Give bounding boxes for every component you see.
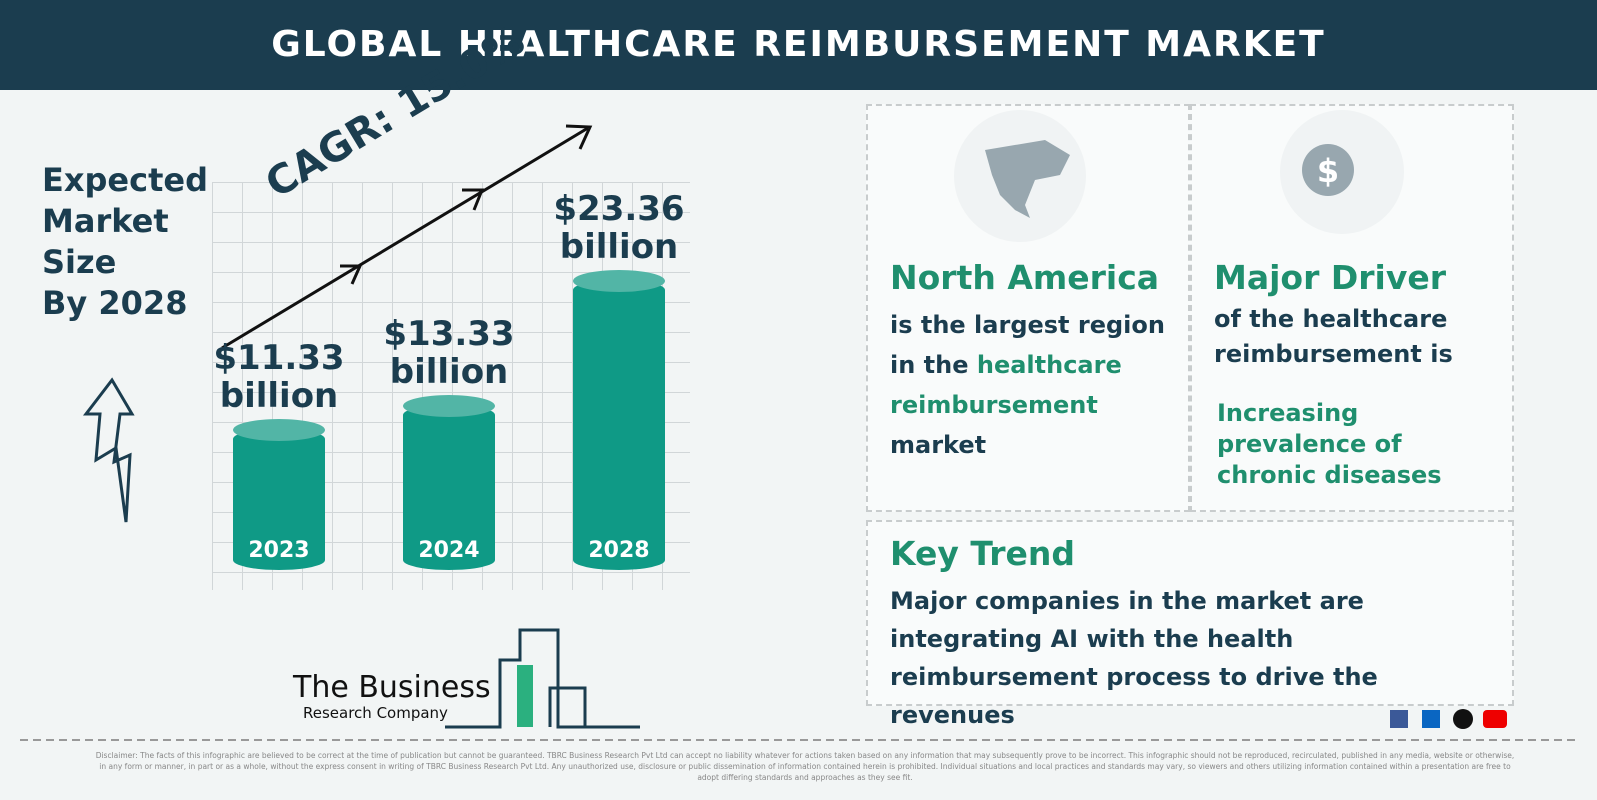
region-panel bbox=[866, 104, 1190, 512]
intro-line: Size bbox=[42, 243, 117, 281]
arrow-head bbox=[565, 124, 593, 150]
highlight: healthcare reimbursement bbox=[890, 351, 1122, 419]
region-title: North America bbox=[890, 258, 1160, 297]
x-icon[interactable] bbox=[1453, 709, 1473, 729]
growth-arrow bbox=[221, 126, 589, 350]
driver-panel bbox=[1190, 104, 1514, 512]
bar bbox=[573, 280, 665, 570]
youtube-icon[interactable] bbox=[1483, 710, 1507, 728]
arrow-head bbox=[340, 264, 363, 285]
trend-text: Major companies in the market are integr… bbox=[890, 587, 1378, 729]
year-label: 2023 bbox=[248, 538, 310, 563]
bar bbox=[233, 429, 325, 570]
intro-line: Expected bbox=[42, 161, 208, 199]
bar-top bbox=[233, 419, 325, 442]
logo-line2: Research Company bbox=[303, 704, 448, 722]
logo-bar bbox=[517, 665, 533, 727]
disclaimer: Disclaimer: The facts of this infographi… bbox=[95, 751, 1515, 782]
facebook-icon[interactable] bbox=[1390, 710, 1408, 728]
intro-line: Market bbox=[42, 202, 169, 240]
year-label: 2028 bbox=[588, 538, 650, 563]
header-title: GLOBAL HEALTHCARE REIMBURSEMENT MARKET bbox=[0, 0, 1597, 90]
driver-highlight: Increasing prevalence of chronic disease… bbox=[1217, 399, 1442, 489]
logo-graphic bbox=[548, 686, 587, 727]
text: is the largest region in the bbox=[890, 311, 1165, 379]
region-text: is the largest region in the healthcare … bbox=[890, 305, 1175, 465]
intro-line: By 2028 bbox=[42, 284, 188, 322]
trend-panel bbox=[866, 520, 1514, 706]
logo-line1: The Business bbox=[293, 670, 491, 705]
bar bbox=[403, 404, 495, 570]
bar-top bbox=[403, 394, 495, 417]
bar-top bbox=[573, 270, 665, 292]
logo-graphic bbox=[445, 628, 640, 729]
linkedin-icon[interactable] bbox=[1422, 710, 1440, 728]
text: market bbox=[890, 431, 987, 459]
driver-title: Major Driver bbox=[1214, 258, 1446, 297]
up-icon bbox=[82, 377, 135, 523]
value-label: $11.33 billion bbox=[213, 338, 345, 417]
trend-title: Key Trend bbox=[890, 534, 1076, 573]
intro: Expected Market Size By 2028 bbox=[42, 160, 208, 324]
driver-text: of the healthcare reimbursement is bbox=[1214, 305, 1453, 368]
year-label: 2024 bbox=[418, 538, 480, 563]
value-label: $23.36 billion bbox=[553, 189, 685, 267]
value-label: $13.33 billion bbox=[383, 313, 515, 392]
arrow-head bbox=[462, 188, 485, 211]
